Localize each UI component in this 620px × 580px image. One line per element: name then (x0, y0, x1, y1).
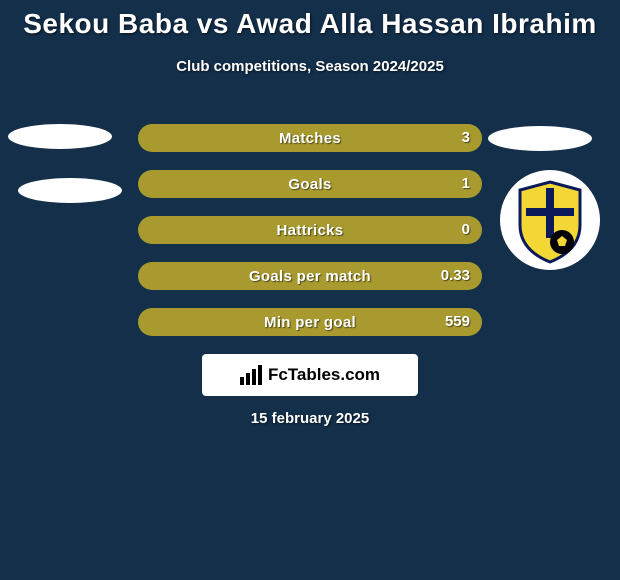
left-marker-2 (18, 178, 122, 203)
stat-label: Min per goal (264, 314, 356, 331)
brand-box: FcTables.com (202, 354, 418, 396)
stat-right-value: 0.33 (441, 262, 470, 290)
stat-right-value: 3 (462, 124, 470, 152)
comparison-infographic: Sekou Baba vs Awad Alla Hassan Ibrahim C… (0, 0, 620, 580)
club-badge-circle (500, 170, 600, 270)
date-line: 15 february 2025 (0, 410, 620, 427)
stat-right-value: 1 (462, 170, 470, 198)
stat-row: Hattricks 0 (138, 216, 482, 244)
stat-row: Min per goal 559 (138, 308, 482, 336)
page-title: Sekou Baba vs Awad Alla Hassan Ibrahim (0, 0, 620, 40)
club-badge-icon (500, 170, 600, 270)
stat-label: Goals per match (249, 268, 371, 285)
subtitle: Club competitions, Season 2024/2025 (0, 58, 620, 75)
brand-text: FcTables.com (268, 365, 380, 385)
stat-label: Matches (279, 130, 341, 147)
left-marker-1 (8, 124, 112, 149)
right-marker-1 (488, 126, 592, 151)
bars-chart-icon (240, 365, 262, 385)
stat-right-value: 559 (445, 308, 470, 336)
stat-row: Goals per match 0.33 (138, 262, 482, 290)
stat-right-value: 0 (462, 216, 470, 244)
stat-label: Goals (288, 176, 331, 193)
stat-row: Goals 1 (138, 170, 482, 198)
stat-rows: Matches 3 Goals 1 Hattricks 0 Goals per match 0… (138, 124, 482, 354)
stat-label: Hattricks (277, 222, 344, 239)
stat-row: Matches 3 (138, 124, 482, 152)
